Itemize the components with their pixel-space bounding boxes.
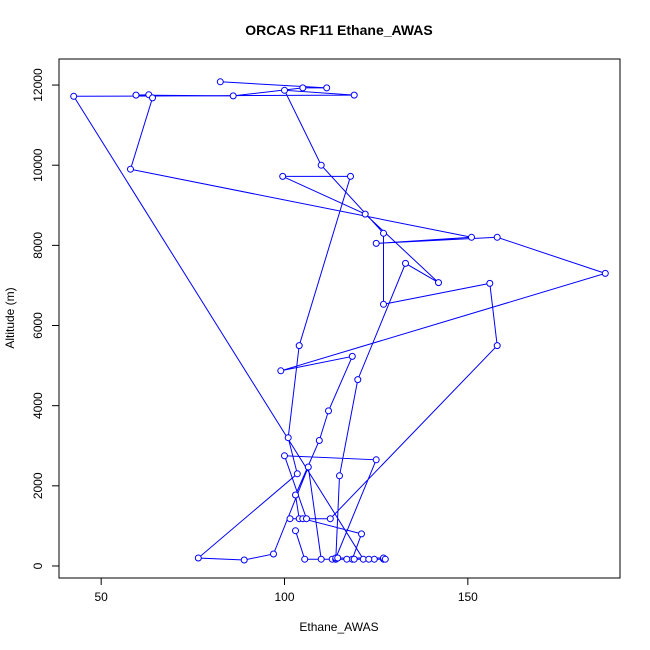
data-point: [493, 342, 501, 350]
data-point: [194, 554, 202, 562]
data-point: [303, 515, 310, 523]
data-point: [292, 527, 299, 535]
data-point: [317, 555, 325, 563]
x-tick-label: 150: [458, 590, 478, 604]
data-point: [381, 555, 389, 563]
data-point: [343, 555, 351, 563]
data-point: [486, 279, 494, 287]
data-point: [350, 555, 358, 563]
chart-title: ORCAS RF11 Ethane_AWAS: [245, 22, 433, 38]
data-point: [284, 434, 292, 442]
data-point: [317, 161, 325, 169]
data-point: [365, 555, 373, 563]
series-lines: [72, 81, 607, 561]
data-point: [348, 352, 356, 360]
data-point: [402, 259, 409, 267]
data-point: [336, 472, 343, 480]
data-point: [70, 92, 78, 100]
data-point: [372, 239, 380, 247]
y-tick-label: 0: [31, 562, 45, 569]
y-axis-label: Altitude (m): [3, 287, 17, 348]
data-point: [323, 84, 331, 92]
data-point: [216, 78, 224, 86]
data-point: [601, 269, 609, 277]
series-line: [72, 81, 607, 561]
data-point: [347, 172, 354, 180]
data-point: [293, 470, 301, 478]
data-point: [240, 556, 248, 564]
data-point: [468, 233, 475, 241]
data-point: [286, 515, 294, 523]
data-point: [326, 515, 334, 523]
data-point: [132, 91, 140, 99]
data-point: [315, 437, 323, 444]
y-tick-label: 12000: [31, 68, 45, 102]
data-point: [229, 92, 237, 100]
y-tick-label: 8000: [31, 232, 45, 259]
y-tick-label: 6000: [31, 312, 45, 339]
data-point: [361, 210, 369, 218]
x-tick-label: 100: [274, 590, 294, 604]
data-point: [358, 530, 365, 538]
y-tick-label: 2000: [31, 472, 45, 499]
data-point: [270, 550, 277, 558]
data-point: [295, 342, 303, 350]
data-point: [127, 165, 134, 173]
data-point: [292, 491, 299, 499]
y-tick-label: 4000: [31, 392, 45, 419]
data-point: [149, 94, 156, 102]
data-point: [334, 554, 342, 562]
data-point: [277, 367, 285, 375]
data-point: [304, 463, 312, 471]
data-point: [281, 86, 288, 94]
data-point: [372, 456, 380, 464]
data-point: [435, 279, 442, 287]
y-axis: 0 2000 4000 6000 8000 10000 12000: [31, 68, 59, 569]
data-point: [325, 407, 332, 415]
data-point: [301, 555, 309, 563]
x-axis-label: Ethane_AWAS: [299, 620, 378, 634]
data-point: [493, 233, 501, 241]
data-point: [279, 172, 287, 180]
data-point: [380, 229, 387, 237]
y-tick-label: 10000: [31, 148, 45, 182]
series-points: [70, 78, 609, 564]
x-tick-label: 50: [94, 590, 108, 604]
data-point: [281, 452, 288, 460]
data-point: [354, 376, 362, 384]
data-point: [350, 91, 358, 99]
data-point: [299, 84, 307, 92]
x-axis: 50 100 150: [94, 578, 478, 604]
data-point: [380, 300, 387, 308]
plot-frame: [58, 58, 621, 579]
